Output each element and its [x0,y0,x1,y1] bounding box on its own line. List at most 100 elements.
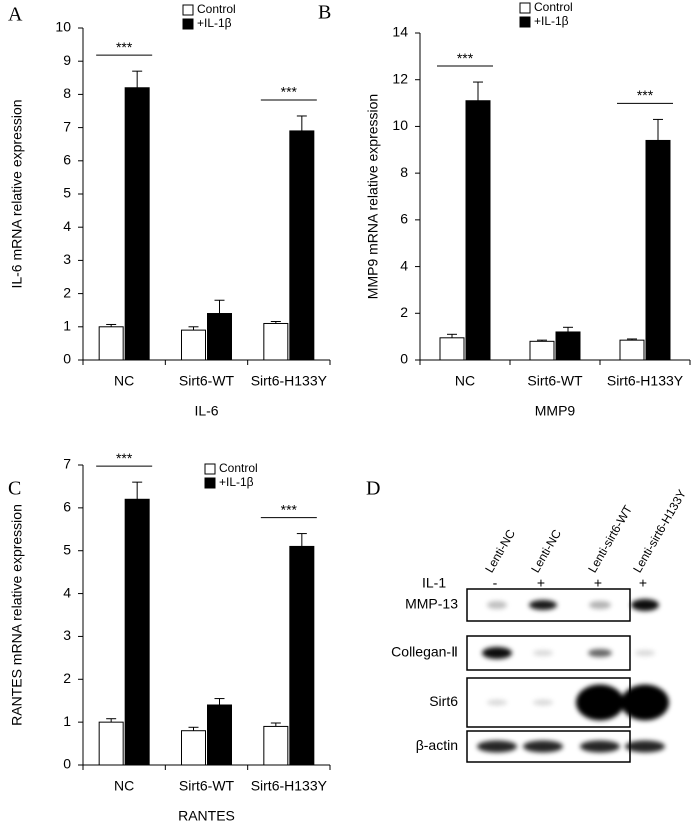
x-axis-label: IL-6 [194,403,218,419]
blot-band [487,699,507,706]
treatment-label: IL-1 [422,575,446,591]
y-tick-label: 14 [392,24,408,40]
y-tick-label: 0 [400,351,408,367]
y-tick-label: 5 [63,185,71,201]
y-tick-label: 7 [63,456,71,472]
bar [124,87,150,361]
legend-swatch [182,4,194,16]
bar [465,100,491,361]
y-tick-label: 1 [63,713,71,729]
significance-label: *** [116,39,133,55]
y-tick-label: 3 [63,627,71,643]
significance-label: *** [281,84,298,100]
significance-label: *** [116,450,133,466]
y-tick-label: 2 [63,284,71,300]
row-label: Collegan-Ⅱ [391,644,458,660]
significance-label: *** [281,501,298,517]
bar [529,340,555,361]
legend-swatch [204,463,216,475]
y-tick-label: 2 [400,304,408,320]
x-tick-label: Sirt6-WT [179,778,235,794]
bar [124,498,150,766]
blot-band [533,699,553,706]
treatment-sign: + [639,575,647,591]
y-axis-label: RANTES mRNA relative expression [9,504,25,726]
y-tick-label: 10 [55,19,71,35]
legend-swatch [182,18,194,30]
lane-header: Lenti-NC [482,527,518,575]
y-tick-label: 6 [63,499,71,515]
bar [98,326,124,361]
row-label: β-actin [416,737,458,753]
treatment-sign: + [594,575,602,591]
treatment-sign: + [537,575,545,591]
blot-band [621,684,669,721]
blot-bands [477,740,665,753]
blot-band [523,740,563,753]
blot-band [487,601,507,609]
legend-label: Control [197,2,236,16]
blot-band [477,740,517,753]
y-tick-label: 0 [63,351,71,367]
bar [181,329,206,361]
x-tick-label: Sirt6-H133Y [607,373,684,389]
y-tick-label: 8 [63,85,71,101]
legend-label: Control [534,0,573,14]
x-tick-label: Sirt6-WT [179,373,235,389]
legend-swatch [519,16,531,28]
bar [207,313,232,361]
treatment-sign: - [493,575,498,591]
legend-label: +IL-1β [219,475,254,489]
blot-bands [482,647,655,659]
y-tick-label: 8 [400,164,408,180]
y-axis-label: IL-6 mRNA relative expression [9,99,25,288]
blot-band [589,601,611,609]
bar [98,721,124,766]
bar [207,704,232,766]
blot-band [533,650,553,656]
y-tick-label: 6 [63,152,71,168]
y-tick-label: 0 [63,756,71,772]
blot-band [482,647,512,659]
x-tick-label: NC [114,778,134,794]
lane-header: Lenti-sirt6-WT [585,502,635,575]
y-tick-label: 6 [400,211,408,227]
bar [439,337,465,361]
significance-label: *** [637,87,654,103]
blot-bands [487,684,669,721]
x-tick-label: NC [455,373,475,389]
y-tick-label: 1 [63,318,71,334]
lane-header: Lenti-NC [528,527,564,575]
blot-band [580,740,620,753]
bar [181,730,206,766]
legend-label: +IL-1β [197,16,232,30]
bar [645,139,671,361]
panel-label: C [8,478,21,500]
y-tick-label: 10 [392,117,408,133]
y-tick-label: 7 [63,118,71,134]
x-tick-label: Sirt6-WT [527,373,583,389]
x-tick-label: NC [114,373,134,389]
panel-label: B [318,2,331,24]
legend-label: +IL-1β [534,14,569,28]
y-tick-label: 4 [63,584,71,600]
blot-band [588,649,612,657]
row-label: Sirt6 [429,693,458,709]
y-tick-label: 4 [400,257,408,273]
x-tick-label: Sirt6-H133Y [251,373,328,389]
panel-label: A [8,4,23,26]
bar [555,331,581,361]
y-axis-label: MMP9 mRNA relative expression [365,94,381,299]
blot-band [631,599,659,611]
panel-label: D [366,478,380,500]
x-axis-label: RANTES [178,808,235,824]
legend-label: Control [219,461,258,475]
row-label: MMP-13 [405,596,458,612]
legend-swatch [204,477,216,489]
y-tick-label: 9 [63,52,71,68]
y-tick-label: 3 [63,251,71,267]
bar [263,725,289,766]
bar [263,322,289,361]
y-tick-label: 2 [63,670,71,686]
